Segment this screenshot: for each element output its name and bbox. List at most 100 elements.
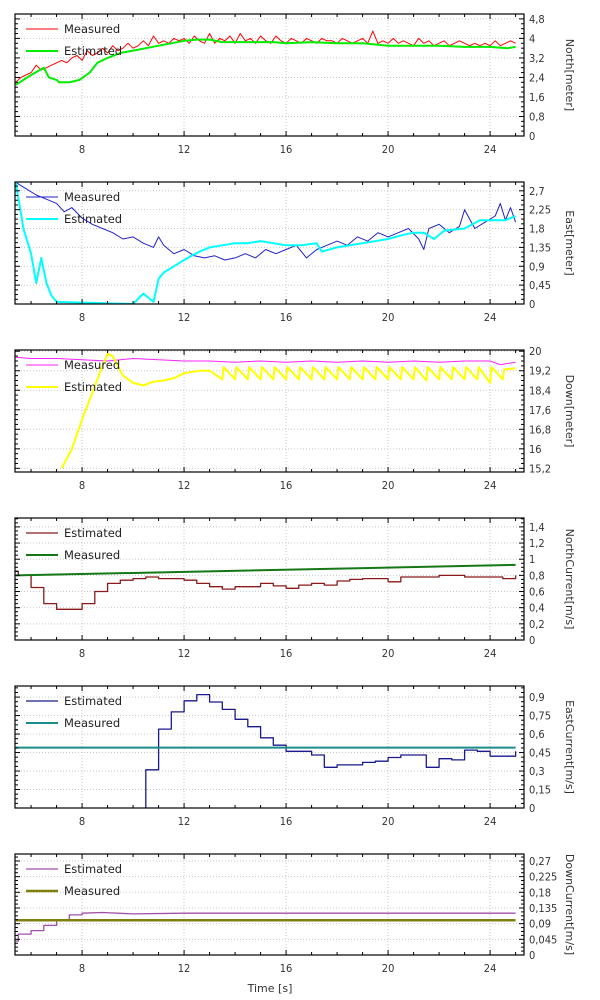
x-tick-label: 8 xyxy=(79,311,85,324)
y-tick-label: 1,6 xyxy=(529,91,545,104)
y-tick-label: 2,25 xyxy=(529,204,551,217)
x-tick-label: 16 xyxy=(280,311,293,324)
x-tick-label: 24 xyxy=(484,479,497,492)
y-tick-label: 0,09 xyxy=(529,918,551,931)
y-tick-label: 0,9 xyxy=(529,691,545,704)
chart-panel-4: 8 12 16 20 24 0 0,15 0,3 0,45 0,6 0,75 0,9 EastCurre… xyxy=(14,685,576,828)
y-tick-label: 15,2 xyxy=(529,462,551,475)
legend-label-measured: Measured xyxy=(64,358,120,372)
y-tick-label: 18,4 xyxy=(529,384,551,397)
x-tick-label: 16 xyxy=(280,479,293,492)
y-axis-title: NorthCurrent[m/s] xyxy=(563,529,576,630)
x-tick-label: 12 xyxy=(178,311,191,324)
legend[interactable]: Estimated Measured xyxy=(26,694,122,730)
x-tick-label: 12 xyxy=(178,815,191,828)
legend-label-estimated: Estimated xyxy=(64,44,122,58)
y-tick-label: 0,4 xyxy=(529,602,545,615)
x-tick-label: 20 xyxy=(382,311,395,324)
x-tick-label: 24 xyxy=(484,647,497,660)
y-tick-label: 0,045 xyxy=(529,933,557,946)
series-line-estimated xyxy=(15,38,516,86)
chart-panel-2: 8 12 16 20 24 15,2 16 16,8 17,6 18,4 19,2 20 Down[me… xyxy=(14,345,576,492)
series-group xyxy=(15,182,517,304)
x-tick-label: 12 xyxy=(178,143,191,156)
legend[interactable]: Measured Estimated xyxy=(26,22,122,58)
series-line-estimated xyxy=(60,352,516,469)
series-line-estimated xyxy=(15,570,517,610)
y-axis-title: North[meter] xyxy=(563,39,576,111)
x-tick-label: 24 xyxy=(484,962,497,975)
y-tick-label: 0 xyxy=(529,130,535,143)
y-tick-label: 1,8 xyxy=(529,223,545,236)
legend-label-measured: Measured xyxy=(64,22,120,36)
plot-frame xyxy=(14,13,525,137)
legend[interactable]: Estimated Measured xyxy=(26,862,122,898)
series-line-estimated xyxy=(145,693,517,808)
y-tick-label: 4,8 xyxy=(529,13,545,26)
y-tick-label: 0,45 xyxy=(529,279,551,292)
y-tick-label: 0 xyxy=(529,949,535,962)
series-line-estimated xyxy=(15,182,516,304)
y-tick-label: 19,2 xyxy=(529,365,551,378)
plot-frame xyxy=(14,685,525,809)
y-tick-label: 0,135 xyxy=(529,902,557,915)
y-tick-label: 0,6 xyxy=(529,728,545,741)
y-tick-label: 1,35 xyxy=(529,241,551,254)
legend-label-estimated: Estimated xyxy=(64,380,122,394)
y-tick-label: 17,6 xyxy=(529,404,551,417)
y-tick-label: 1,4 xyxy=(529,521,545,534)
x-tick-label: 24 xyxy=(484,311,497,324)
x-tick-label: 16 xyxy=(280,647,293,660)
y-axis-title: EastCurrent[m/s] xyxy=(563,700,576,794)
y-tick-label: 2,4 xyxy=(529,71,545,84)
x-tick-label: 20 xyxy=(382,647,395,660)
legend[interactable]: Measured Estimated xyxy=(26,190,122,226)
y-tick-label: 0,225 xyxy=(529,871,557,884)
series-line-measured xyxy=(15,356,516,366)
x-tick-label: 16 xyxy=(280,962,293,975)
y-tick-label: 0,75 xyxy=(529,710,551,723)
y-tick-label: 0,2 xyxy=(529,618,545,631)
chart-panel-5: 8 12 16 20 24 0 0,045 0,09 0,135 0,18 0,225 0,27 Dow… xyxy=(14,853,576,975)
x-tick-label: 8 xyxy=(79,143,85,156)
chart-panel-3: 8 12 16 20 24 0 0,2 0,4 0,6 0,8 1 1,2 1,4 NorthCurren… xyxy=(14,517,576,660)
series-line-estimated xyxy=(15,911,516,942)
series-group xyxy=(15,563,517,610)
y-tick-label: 16 xyxy=(529,443,542,456)
x-tick-label: 12 xyxy=(178,647,191,660)
x-tick-label: 16 xyxy=(280,143,293,156)
y-tick-label: 0,15 xyxy=(529,784,551,797)
y-tick-label: 0,6 xyxy=(529,586,545,599)
chart-panel-0: 8 12 16 20 24 0 0,8 1,6 2,4 3,2 4 4,8 North[meter] Me… xyxy=(14,13,576,156)
y-axis-title: East[meter] xyxy=(563,210,576,275)
y-tick-label: 3,2 xyxy=(529,52,545,65)
plot-frame xyxy=(14,349,525,473)
legend[interactable]: Measured Estimated xyxy=(26,358,122,394)
y-tick-label: 0 xyxy=(529,802,535,815)
x-tick-label: 12 xyxy=(178,479,191,492)
y-tick-label: 1,2 xyxy=(529,537,545,550)
chart-panel-1: 8 12 16 20 24 0 0,45 0,9 1,35 1,8 2,25 2,7 East[mete… xyxy=(14,181,576,324)
y-axis-title: DownCurrent[m/s] xyxy=(563,854,576,955)
y-tick-label: 0,45 xyxy=(529,747,551,760)
legend-label-estimated: Estimated xyxy=(64,526,122,540)
x-tick-label: 8 xyxy=(79,647,85,660)
legend-label-estimated: Estimated xyxy=(64,694,122,708)
series-line-measured xyxy=(15,563,516,577)
x-tick-label: 20 xyxy=(382,143,395,156)
series-group xyxy=(15,911,516,942)
y-tick-label: 0,8 xyxy=(529,569,545,582)
x-tick-label: 24 xyxy=(484,143,497,156)
legend-label-measured: Measured xyxy=(64,716,120,730)
x-tick-label: 8 xyxy=(79,479,85,492)
y-tick-label: 4 xyxy=(529,32,535,45)
y-axis-title: Down[meter] xyxy=(563,375,576,448)
x-tick-label: 12 xyxy=(178,962,191,975)
x-axis-title: Time [s] xyxy=(247,982,293,995)
x-tick-label: 20 xyxy=(382,815,395,828)
y-tick-label: 0,8 xyxy=(529,110,545,123)
legend[interactable]: Estimated Measured xyxy=(26,526,122,562)
legend-label-measured: Measured xyxy=(64,548,120,562)
series-line-measured xyxy=(15,30,516,83)
